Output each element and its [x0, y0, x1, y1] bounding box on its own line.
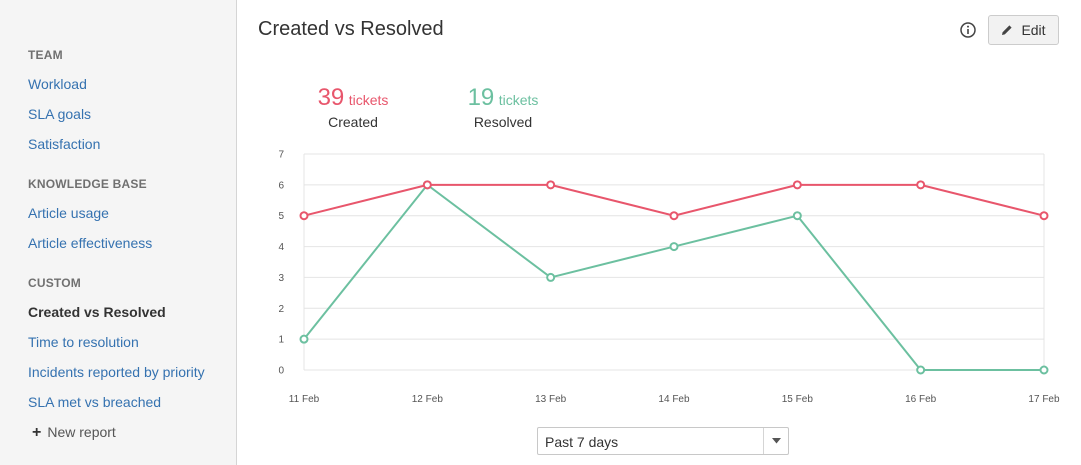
sidebar-item-time-to-resolution[interactable]: Time to resolution [28, 334, 139, 350]
sidebar-item-created-vs-resolved[interactable]: Created vs Resolved [28, 304, 166, 320]
y-tick-label: 7 [278, 150, 284, 161]
y-tick-label: 6 [278, 180, 284, 191]
edit-button[interactable]: Edit [988, 15, 1059, 45]
x-tick-label: 12 Feb [412, 394, 444, 405]
x-tick-label: 14 Feb [658, 394, 690, 405]
sidebar-heading-custom: CUSTOM [28, 276, 81, 290]
sidebar-item-workload[interactable]: Workload [28, 76, 87, 92]
created-count: 39 [317, 84, 345, 111]
new-report-label: New report [47, 424, 116, 440]
created-unit: tickets [348, 92, 389, 108]
y-tick-label: 3 [278, 273, 284, 284]
period-select[interactable]: Past 7 days [537, 427, 789, 455]
y-tick-label: 4 [278, 242, 284, 253]
sidebar-heading-knowledge-base: KNOWLEDGE BASE [28, 177, 147, 191]
period-select-value: Past 7 days [545, 434, 619, 450]
sidebar-item-sla-goals[interactable]: SLA goals [28, 106, 92, 122]
sidebar-item-article-usage[interactable]: Article usage [28, 205, 109, 221]
resolved-label: Resolved [473, 114, 533, 130]
data-point-resolved [792, 211, 802, 221]
page-title: Created vs Resolved [258, 18, 444, 40]
x-tick-label: 13 Feb [535, 394, 567, 405]
select-arrow-button[interactable] [763, 428, 788, 454]
y-tick-label: 0 [278, 366, 284, 377]
data-point-resolved [669, 242, 679, 252]
sidebar-item-sla-met-vs-breached[interactable]: SLA met vs breached [28, 394, 162, 410]
new-report-button[interactable]: + New report [32, 424, 116, 442]
data-point-resolved [916, 365, 926, 375]
data-point-created [792, 180, 802, 190]
data-point-resolved [1039, 365, 1049, 375]
y-tick-label: 5 [278, 211, 284, 222]
y-tick-label: 2 [278, 304, 284, 315]
sidebar-heading-team: TEAM [28, 48, 63, 62]
data-point-created [916, 180, 926, 190]
data-point-created [1039, 211, 1049, 221]
data-point-created [546, 180, 556, 190]
sidebar: TEAM Workload SLA goals Satisfaction KNO… [0, 0, 237, 465]
x-tick-label: 15 Feb [782, 394, 814, 405]
x-tick-label: 11 Feb [289, 394, 320, 405]
sidebar-item-article-effectiveness[interactable]: Article effectiveness [28, 235, 153, 251]
resolved-count: 19 [467, 84, 495, 111]
pencil-icon [1002, 25, 1013, 35]
created-summary: 39 tickets Created [306, 84, 400, 130]
plus-icon: + [32, 424, 42, 441]
x-tick-label: 17 Feb [1028, 394, 1060, 405]
info-icon[interactable] [960, 22, 976, 38]
created-label: Created [328, 114, 378, 130]
y-tick-label: 1 [278, 335, 284, 346]
resolved-summary: 19 tickets Resolved [458, 84, 548, 130]
edit-button-label: Edit [1021, 22, 1046, 38]
x-tick-label: 16 Feb [905, 394, 937, 405]
data-point-resolved [546, 272, 556, 282]
data-point-created [299, 211, 309, 221]
sidebar-item-incidents-by-priority[interactable]: Incidents reported by priority [28, 364, 205, 380]
data-point-created [669, 211, 679, 221]
sidebar-item-satisfaction[interactable]: Satisfaction [28, 136, 101, 152]
data-point-resolved [299, 334, 309, 344]
data-point-created [422, 180, 432, 190]
resolved-unit: tickets [498, 92, 539, 108]
chevron-down-icon [771, 438, 781, 444]
